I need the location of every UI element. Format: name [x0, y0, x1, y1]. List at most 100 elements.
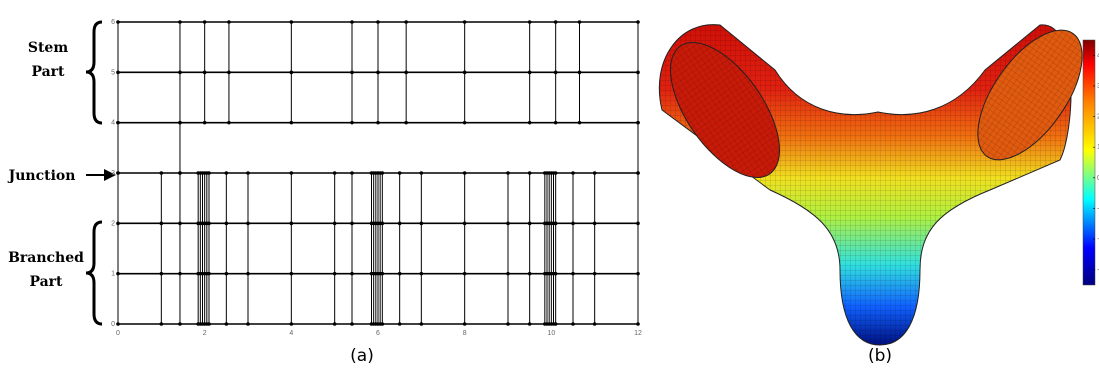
mesh-node	[636, 272, 640, 276]
mesh-node	[528, 272, 532, 276]
y-tick-label: 4	[111, 120, 115, 127]
brace	[86, 22, 102, 123]
mesh-node	[593, 322, 597, 326]
mesh-node	[160, 222, 164, 226]
junction-label: Junction	[7, 168, 76, 184]
mesh-node	[350, 171, 354, 175]
mesh-node	[636, 71, 640, 75]
mesh-node	[290, 322, 294, 326]
mesh-node	[636, 171, 640, 175]
brace	[86, 222, 102, 324]
mesh-node	[528, 222, 532, 226]
mesh-node	[227, 20, 231, 24]
x-tick-label: 6	[376, 330, 380, 337]
x-tick-label: 8	[463, 330, 467, 337]
mesh-node	[290, 171, 294, 175]
mesh-node	[593, 222, 597, 226]
mesh-node	[160, 171, 164, 175]
mesh-node	[376, 20, 380, 24]
mesh-node	[225, 322, 229, 326]
x-tick-label: 0	[116, 330, 120, 337]
colorbar	[1083, 40, 1095, 285]
mesh-node	[246, 272, 250, 276]
mesh-node	[290, 222, 294, 226]
mesh-node	[203, 71, 207, 75]
mesh-node	[404, 121, 408, 125]
mesh-node	[178, 20, 182, 24]
y-tick-label: 3	[111, 170, 115, 177]
mesh-node	[227, 71, 231, 75]
mesh-node	[350, 322, 354, 326]
mesh-node	[463, 222, 467, 226]
mesh-node	[246, 322, 250, 326]
mesh-node	[160, 272, 164, 276]
mesh-node	[290, 272, 294, 276]
x-tick-label: 12	[634, 330, 642, 337]
mesh-node	[506, 322, 510, 326]
mesh-node	[381, 322, 385, 326]
mesh-node	[207, 222, 211, 226]
mesh-node	[528, 171, 532, 175]
mesh-node	[290, 121, 294, 125]
mesh-node	[398, 222, 402, 226]
mesh-node	[554, 20, 558, 24]
stem-label: Stem	[28, 40, 68, 56]
mesh-node	[554, 121, 558, 125]
mesh-node	[376, 121, 380, 125]
mesh-node	[246, 171, 250, 175]
mesh-node	[420, 222, 424, 226]
mesh-node	[178, 171, 182, 175]
mesh-node	[290, 71, 294, 75]
mesh-node	[463, 121, 467, 125]
x-tick-label: 4	[289, 330, 293, 337]
y-tick-label: 5	[111, 69, 115, 76]
mesh-node	[207, 322, 211, 326]
mesh-node	[116, 171, 120, 175]
x-tick-label: 2	[203, 330, 207, 337]
mesh-node	[333, 272, 337, 276]
caption: (b)	[868, 346, 892, 366]
mesh-node	[463, 272, 467, 276]
mesh-node	[420, 272, 424, 276]
mesh-node	[404, 71, 408, 75]
mesh-node	[463, 171, 467, 175]
mesh-node	[554, 71, 558, 75]
mesh-node	[506, 222, 510, 226]
mesh-node	[246, 222, 250, 226]
mesh-node	[116, 20, 120, 24]
mesh-node	[178, 272, 182, 276]
mesh-node	[420, 171, 424, 175]
mesh-node	[636, 322, 640, 326]
mesh-node	[554, 322, 558, 326]
mesh-node	[116, 222, 120, 226]
mesh-node	[350, 222, 354, 226]
y-tick-label: 6	[111, 19, 115, 26]
mesh-node	[381, 171, 385, 175]
mesh-node	[225, 222, 229, 226]
branched-label: Branched	[8, 250, 84, 266]
mesh-node	[178, 222, 182, 226]
branched-label: Part	[29, 274, 63, 290]
mesh-node	[225, 171, 229, 175]
mesh-node	[398, 171, 402, 175]
mesh-node	[398, 272, 402, 276]
x-tick-label: 10	[547, 330, 555, 337]
mesh-node	[571, 171, 575, 175]
mesh-node	[506, 171, 510, 175]
mesh-node	[554, 272, 558, 276]
mesh-node	[160, 322, 164, 326]
mesh-node	[554, 171, 558, 175]
surface	[649, 13, 1099, 345]
mesh-node	[227, 121, 231, 125]
mesh-node	[350, 71, 354, 75]
mesh-node	[420, 322, 424, 326]
mesh-node	[381, 272, 385, 276]
caption: (a)	[350, 346, 374, 366]
mesh-node	[463, 322, 467, 326]
mesh-node	[116, 322, 120, 326]
mesh-node	[333, 222, 337, 226]
mesh-node	[350, 20, 354, 24]
mesh-node	[578, 121, 582, 125]
mesh-node	[116, 71, 120, 75]
mesh-node	[528, 121, 532, 125]
